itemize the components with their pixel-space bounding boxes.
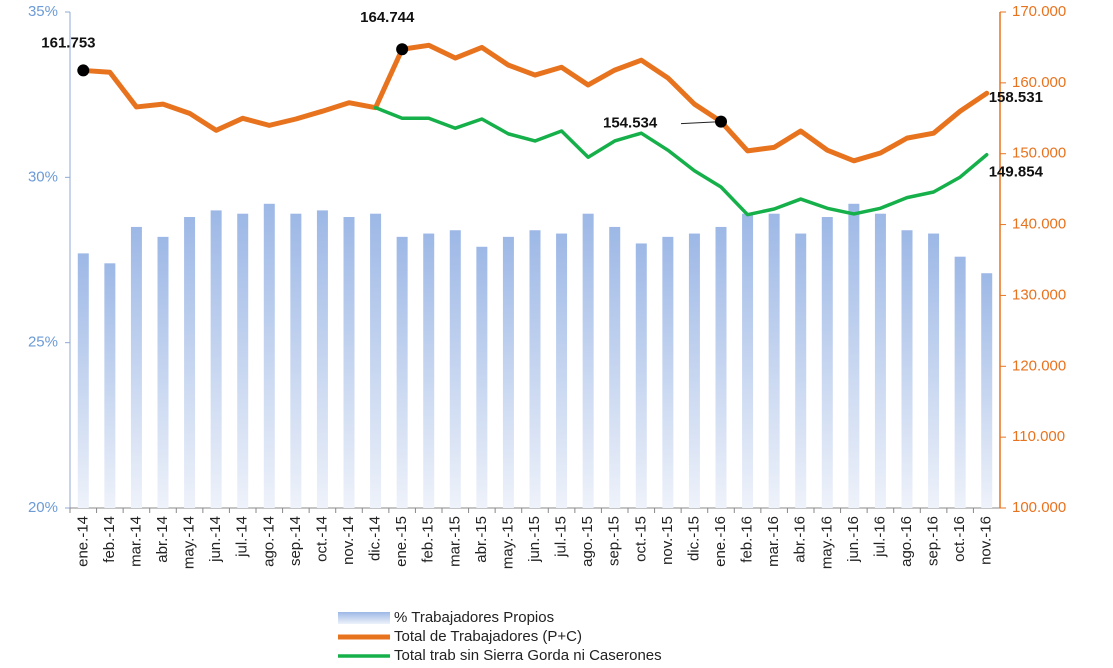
bar xyxy=(901,230,913,509)
legend-label: Total de Trabajadores (P+C) xyxy=(394,628,582,645)
value-label: 154.534 xyxy=(603,115,658,132)
x-tick-label: mar.-16 xyxy=(765,516,782,567)
y2-tick-label: 140.000 xyxy=(1012,216,1066,233)
bar xyxy=(954,256,966,508)
x-tick-label: sep.-14 xyxy=(287,516,304,566)
bar xyxy=(556,233,568,508)
value-label: 161.753 xyxy=(41,34,95,51)
x-tick-label: abr.-16 xyxy=(792,516,809,563)
bar xyxy=(343,217,355,508)
bar xyxy=(370,213,382,508)
line xyxy=(80,42,990,164)
bar xyxy=(688,233,700,508)
bar xyxy=(928,233,940,508)
x-tick-label: dic.-15 xyxy=(685,516,702,561)
bar xyxy=(821,217,833,508)
y2-tick-label: 120.000 xyxy=(1012,357,1066,374)
x-tick-label: jun.-16 xyxy=(845,516,862,563)
x-tick-label: oct.-14 xyxy=(313,516,330,562)
bar xyxy=(184,217,196,508)
x-tick-label: nov.-16 xyxy=(978,516,995,565)
bar xyxy=(795,233,807,508)
value-label: 149.854 xyxy=(989,164,1044,181)
bar xyxy=(981,273,993,508)
marker xyxy=(396,43,409,56)
x-tick-label: may.-16 xyxy=(818,516,835,569)
x-tick-label: mar.-15 xyxy=(446,516,463,567)
bar xyxy=(423,233,435,508)
y-tick-label: 20% xyxy=(28,499,58,516)
bar xyxy=(130,226,142,508)
marker xyxy=(715,115,727,128)
value-label: 158.531 xyxy=(989,89,1043,106)
y2-tick-label: 130.000 xyxy=(1012,286,1066,303)
value-label: 164.744 xyxy=(360,9,415,26)
x-tick-label: ago.-16 xyxy=(898,516,915,567)
x-tick-label: abr.-14 xyxy=(154,516,171,563)
bar xyxy=(104,263,116,508)
bar xyxy=(662,236,674,508)
bar xyxy=(848,203,860,508)
x-tick-label: oct.-15 xyxy=(632,516,649,562)
bar xyxy=(768,213,780,508)
x-tick-label: may.-15 xyxy=(499,516,516,569)
bar xyxy=(449,230,461,509)
y2-tick-label: 150.000 xyxy=(1012,145,1066,162)
marker xyxy=(77,64,90,77)
x-tick-label: ene.-16 xyxy=(712,516,729,567)
bar xyxy=(210,210,222,508)
bar xyxy=(476,246,488,509)
x-tick-label: ene.-15 xyxy=(393,516,410,567)
y-tick-label: 30% xyxy=(28,168,58,185)
legend-swatch xyxy=(338,612,390,624)
bar xyxy=(263,203,275,508)
x-tick-label: dic.-14 xyxy=(367,516,384,561)
x-tick-label: jul.-14 xyxy=(234,516,251,558)
y-tick-label: 25% xyxy=(28,334,58,351)
x-tick-label: ago.-15 xyxy=(579,516,596,567)
legend-label: Total trab sin Sierra Gorda ni Caserones xyxy=(394,647,662,664)
x-tick-label: nov.-15 xyxy=(659,516,676,565)
x-tick-label: mar.-14 xyxy=(127,516,144,567)
x-tick-label: ago.-14 xyxy=(260,516,277,567)
x-tick-label: may.-14 xyxy=(181,516,198,569)
bar xyxy=(290,213,302,508)
y2-tick-label: 110.000 xyxy=(1012,428,1065,445)
y2-tick-label: 100.000 xyxy=(1012,499,1066,516)
bar xyxy=(874,213,886,508)
bar xyxy=(396,236,408,508)
bar xyxy=(742,213,754,508)
bar xyxy=(316,210,328,508)
x-tick-label: jul.-16 xyxy=(871,516,888,558)
x-tick-label: jun.-14 xyxy=(207,516,224,563)
line xyxy=(373,105,989,217)
x-tick-label: sep.-15 xyxy=(606,516,623,566)
x-tick-label: oct.-16 xyxy=(951,516,968,562)
x-tick-label: abr.-15 xyxy=(473,516,490,563)
y-tick-label: 35% xyxy=(28,3,58,20)
x-tick-label: feb.-14 xyxy=(101,516,118,563)
bar xyxy=(715,226,727,508)
bar xyxy=(609,226,621,508)
x-tick-label: feb.-15 xyxy=(420,516,437,563)
bar xyxy=(635,243,647,508)
x-tick-label: jun.-15 xyxy=(526,516,543,563)
legend-label: % Trabajadores Propios xyxy=(394,609,554,626)
bar xyxy=(582,213,594,508)
bar xyxy=(237,213,249,508)
y2-tick-label: 170.000 xyxy=(1012,3,1066,20)
x-tick-label: ene.-14 xyxy=(74,516,91,567)
bar xyxy=(157,236,169,508)
x-tick-label: jul.-15 xyxy=(553,516,570,558)
leader xyxy=(680,121,722,125)
x-tick-label: nov.-14 xyxy=(340,516,357,565)
x-tick-label: feb.-16 xyxy=(739,516,756,563)
bar xyxy=(77,253,89,508)
y2-tick-label: 160.000 xyxy=(1012,74,1066,91)
bar xyxy=(502,236,514,508)
bar xyxy=(529,230,541,509)
x-tick-label: sep.-16 xyxy=(925,516,942,566)
